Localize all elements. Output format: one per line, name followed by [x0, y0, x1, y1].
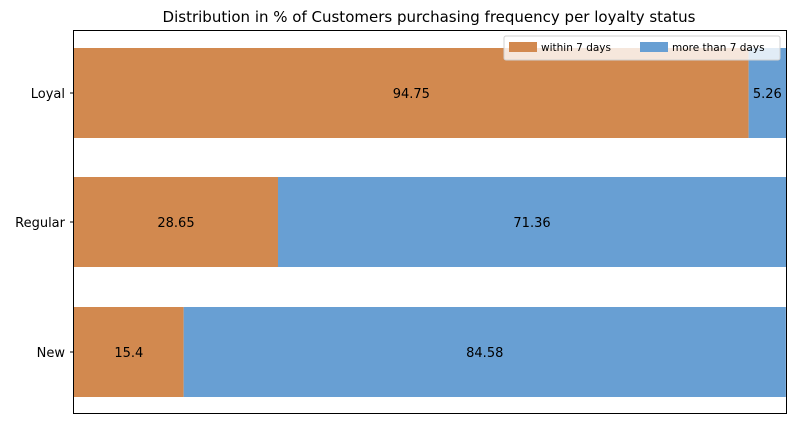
- bar-regular-series-0: [74, 177, 278, 267]
- data-label: 15.4: [114, 346, 143, 361]
- legend-label-1: more than 7 days: [672, 42, 765, 54]
- y-tick-label-loyal: Loyal: [31, 87, 65, 102]
- plot-frame: [73, 30, 787, 414]
- bars-group: 94.75 5.26 28.65 71.36 15.4 84.58: [74, 48, 786, 397]
- bar-new-series-1: [183, 307, 786, 397]
- data-label: 28.65: [157, 216, 194, 231]
- y-tick-label-regular: Regular: [15, 216, 66, 231]
- bar-regular-series-1: [277, 177, 786, 267]
- data-label: 84.58: [466, 346, 503, 361]
- legend-label-0: within 7 days: [541, 42, 611, 54]
- legend-swatch-1: [640, 42, 668, 52]
- data-label: 5.26: [753, 87, 782, 102]
- bar-new-series-0: [74, 307, 184, 397]
- legend-swatch-0: [509, 42, 537, 52]
- y-tick-labels: Loyal Regular New: [15, 87, 74, 361]
- bar-loyal-series-0: [74, 48, 749, 138]
- y-tick-label-new: New: [37, 346, 66, 361]
- legend: within 7 days more than 7 days: [503, 35, 781, 61]
- bar-loyal-series-1: [748, 48, 786, 138]
- data-label: 94.75: [393, 87, 430, 102]
- chart-title: Distribution in % of Customers purchasin…: [163, 8, 696, 26]
- data-label: 71.36: [513, 216, 550, 231]
